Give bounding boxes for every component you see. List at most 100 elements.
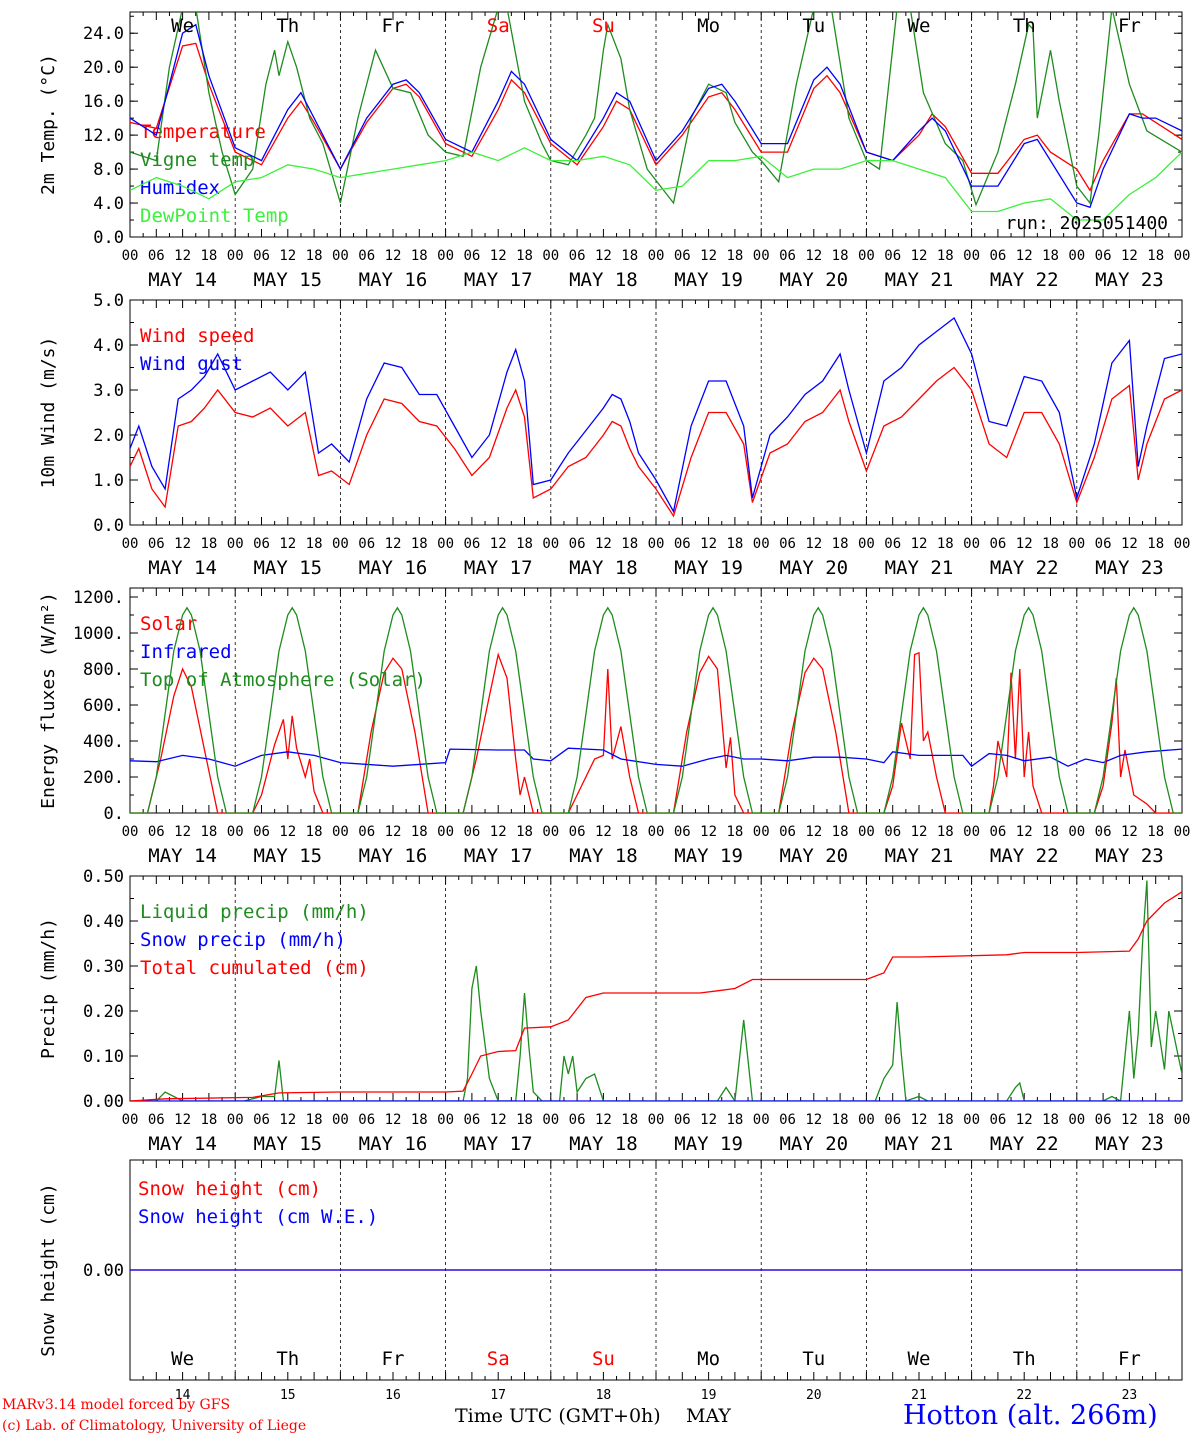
hour-tick-label: 12 [174,824,191,840]
hour-tick-label: 18 [1042,248,1059,264]
date-label: MAY 15 [253,1133,322,1155]
hour-tick-label: 00 [332,248,349,264]
hour-tick-label: 00 [858,824,875,840]
hour-tick-label: 12 [700,248,717,264]
xaxis-month: MAY [686,1405,731,1427]
hour-tick-label: 12 [279,824,296,840]
date-label: MAY 14 [148,557,217,579]
date-label: MAY 19 [674,557,743,579]
y-tick-label: 0.10 [83,1047,124,1067]
hour-tick-label: 06 [253,536,270,552]
y-tick-label: 0.30 [83,957,124,977]
y-tick-label: 200. [83,768,124,788]
hour-tick-label: 06 [358,536,375,552]
y-tick-label: 8.0 [93,160,124,180]
hour-tick-label: 12 [595,824,612,840]
weekday-label: We [171,1348,194,1370]
hour-tick-label: 18 [516,536,533,552]
hour-tick-label: 18 [621,536,638,552]
hour-tick-label: 12 [385,536,402,552]
y-tick-label: 0.40 [83,912,124,932]
hour-tick-label: 18 [200,1112,217,1128]
xaxis-title: Time UTC (GMT+0h) [455,1405,661,1427]
hour-tick-label: 12 [490,536,507,552]
hour-tick-label: 06 [674,248,691,264]
hour-tick-label: 12 [279,1112,296,1128]
hour-tick-label: 00 [122,248,139,264]
hour-tick-label: 00 [858,248,875,264]
y-tick-label: 0.50 [83,867,124,887]
hour-tick-label: 06 [1095,824,1112,840]
y-axis-label: 10m Wind (m/s) [38,337,59,489]
hour-tick-label: 18 [411,536,428,552]
weekday-label-top: Mo [697,15,720,37]
hour-tick-label: 18 [726,248,743,264]
hour-tick-label: 06 [884,1112,901,1128]
weekday-label: Fr [1118,1348,1141,1370]
day-number-label: 15 [280,1388,296,1403]
weekday-label-top: Fr [1118,15,1141,37]
hour-tick-label: 00 [648,1112,665,1128]
hour-tick-label: 12 [279,248,296,264]
hour-tick-label: 06 [463,1112,480,1128]
weekday-label: Tu [802,1348,825,1370]
weekday-label-top: We [171,15,194,37]
hour-tick-label: 00 [332,1112,349,1128]
weekday-label-top: Th [1013,15,1036,37]
y-tick-label: 0. [104,804,124,824]
hour-tick-label: 06 [1095,248,1112,264]
date-label: MAY 21 [885,845,954,867]
series-line-dewpoint-temp [130,147,1182,221]
date-label: MAY 20 [779,845,848,867]
legend-wind-gust: Wind gust [140,353,243,375]
y-axis-label: Snow height (cm) [38,1183,59,1356]
series-line-total-cumulated-cm [130,891,1182,1101]
hour-tick-label: 00 [963,1112,980,1128]
hour-tick-label: 18 [726,1112,743,1128]
date-label: MAY 16 [359,269,428,291]
hour-tick-label: 00 [858,1112,875,1128]
y-axis-label: Precip (mm/h) [38,918,59,1059]
hour-tick-label: 06 [884,248,901,264]
hour-tick-label: 12 [385,1112,402,1128]
hour-tick-label: 18 [306,1112,323,1128]
date-label: MAY 22 [990,1133,1059,1155]
hour-tick-label: 12 [174,248,191,264]
hour-tick-label: 12 [490,1112,507,1128]
hour-tick-label: 12 [911,248,928,264]
hour-tick-label: 12 [174,536,191,552]
hour-tick-label: 12 [805,536,822,552]
day-number-label: 21 [911,1388,927,1403]
y-tick-label: 0.00 [83,1261,124,1281]
hour-tick-label: 18 [306,536,323,552]
legend-wind-speed: Wind speed [140,325,254,347]
hour-tick-label: 18 [1147,824,1164,840]
date-label: MAY 23 [1095,269,1164,291]
hour-tick-label: 00 [122,824,139,840]
hour-tick-label: 00 [1068,536,1085,552]
legend-total-cumulated-cm: Total cumulated (cm) [140,957,369,979]
hour-tick-label: 18 [516,248,533,264]
date-label: MAY 17 [464,557,533,579]
day-number-label: 16 [385,1388,401,1403]
panel-frame [129,587,1183,814]
legend-snow-height-cm-w-e: Snow height (cm W.E.) [138,1206,378,1228]
hour-tick-label: 06 [463,536,480,552]
y-axis-label: 2m Temp. (°C) [38,54,59,195]
hour-tick-label: 18 [1147,1112,1164,1128]
hour-tick-label: 12 [1121,824,1138,840]
hour-tick-label: 06 [989,1112,1006,1128]
y-tick-label: 0.0 [93,228,124,248]
day-number-label: 18 [596,1388,612,1403]
hour-tick-label: 18 [516,1112,533,1128]
date-label: MAY 20 [779,1133,848,1155]
hour-tick-label: 00 [648,536,665,552]
weekday-label: Th [276,1348,299,1370]
hour-tick-label: 00 [227,248,244,264]
series-line-top-of-atmosphere-solar [130,606,1182,813]
date-label: MAY 21 [885,1133,954,1155]
hour-tick-label: 00 [963,824,980,840]
weekday-label-top: Tu [802,15,825,37]
hour-tick-label: 00 [753,824,770,840]
hour-tick-label: 18 [411,248,428,264]
